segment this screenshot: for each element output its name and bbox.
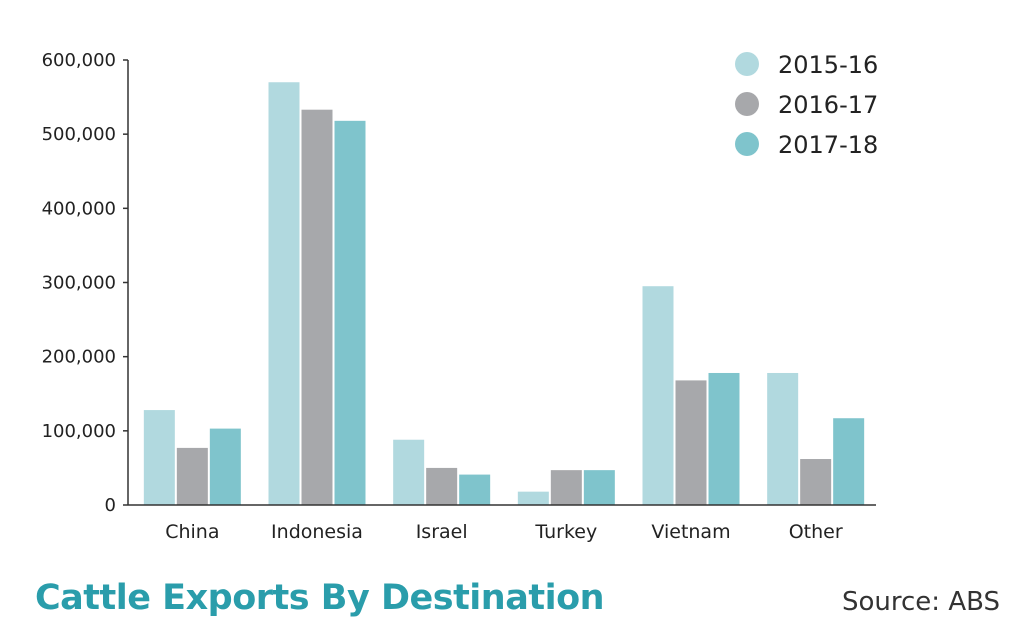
bar-indonesia-2015-16 [268,82,300,505]
x-tick-label: Indonesia [271,521,363,543]
x-tick-label: China [165,521,219,543]
legend-swatch [735,132,759,156]
bars-group [143,82,865,506]
bar-china-2015-16 [143,410,175,505]
legend-swatch [735,52,759,76]
y-tick-label: 300,000 [42,273,116,294]
x-tick-label: Turkey [534,521,597,543]
bar-turkey-2017-18 [583,470,615,505]
bar-indonesia-2017-18 [334,120,366,506]
chart-title: Cattle Exports By Destination [35,578,605,618]
chart-source: Source: ABS [842,587,1000,617]
legend-label: 2017-18 [778,131,878,159]
y-tick-label: 600,000 [42,50,116,71]
bar-other-2015-16 [767,372,799,505]
legend-label: 2015-16 [778,51,878,79]
bar-vietnam-2015-16 [642,286,674,505]
bar-israel-2015-16 [393,439,425,505]
bar-china-2017-18 [209,428,241,505]
bar-turkey-2016-17 [550,470,582,505]
bar-israel-2017-18 [459,474,491,505]
legend-swatch [735,92,759,116]
x-tick-label: Israel [416,521,468,543]
x-axis-labels: China Indonesia Israel Turkey Vietnam Other [165,521,843,543]
x-tick-label: Vietnam [651,521,730,543]
legend-label: 2016-17 [778,91,878,119]
x-tick-label: Other [789,521,843,543]
bar-other-2017-18 [833,418,865,505]
bar-turkey-2015-16 [517,491,549,505]
bar-vietnam-2016-17 [675,380,707,505]
y-tick-label: 500,000 [42,124,116,145]
y-tick-label: 200,000 [42,347,116,368]
legend: 2015-16 2016-17 2017-18 [735,51,878,159]
bar-other-2016-17 [800,459,832,505]
y-tick-label: 100,000 [42,421,116,442]
bar-vietnam-2017-18 [708,372,740,505]
bar-china-2016-17 [176,447,208,505]
y-tick-label: 0 [105,495,116,516]
bar-indonesia-2016-17 [301,109,333,506]
bar-israel-2016-17 [426,467,458,505]
y-tick-label: 400,000 [42,198,116,219]
y-axis-ticks: 0 100,000 200,000 300,000 400,000 500,000 600,… [42,50,128,516]
